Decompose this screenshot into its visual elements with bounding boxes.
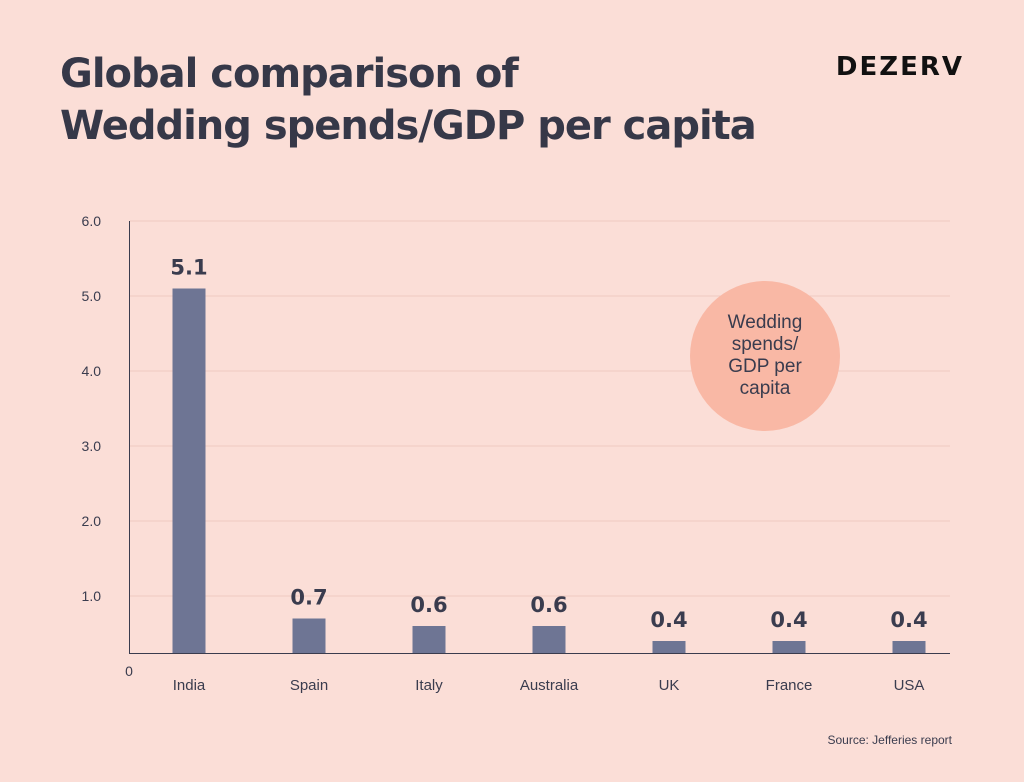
- bar-spain: [292, 618, 326, 653]
- bar-italy: [412, 626, 446, 653]
- data-label: 0.4: [890, 608, 927, 632]
- y-tick-label: 4.0: [82, 363, 102, 379]
- y-origin-label: 0: [125, 663, 133, 679]
- y-tick-label: 1.0: [82, 588, 102, 604]
- data-labels: 5.1 0.7 0.6 0.6 0.4 0.4 0.4: [170, 256, 927, 633]
- bar-usa: [892, 641, 926, 653]
- data-label: 0.6: [530, 593, 567, 617]
- data-label: 0.4: [650, 608, 687, 632]
- chart-title-line-1: Global comparison of: [60, 51, 519, 97]
- y-tick-label: 5.0: [82, 288, 102, 304]
- x-tick-label: Italy: [415, 677, 443, 694]
- bar-france: [772, 641, 806, 653]
- gridlines: [130, 220, 950, 597]
- y-tick-label: 2.0: [82, 513, 102, 529]
- x-tick-label: France: [766, 677, 813, 694]
- data-label: 0.7: [290, 586, 327, 610]
- x-tick-label: Spain: [290, 677, 328, 694]
- bar-uk: [652, 641, 686, 653]
- bar-india: [172, 288, 206, 653]
- y-tick-label: 6.0: [82, 213, 102, 229]
- bar-australia: [532, 626, 566, 653]
- x-tick-label: Australia: [520, 677, 579, 694]
- legend-series-label: Wedding spends/ GDP per capita: [727, 312, 803, 399]
- y-tick-label: 3.0: [82, 438, 102, 454]
- legend-series: Wedding spends/ GDP per capita: [690, 281, 840, 431]
- data-label: 5.1: [170, 256, 207, 280]
- data-label: 0.4: [770, 608, 807, 632]
- source-note: Source: Jefferies report: [827, 733, 952, 747]
- chart-title: Global comparison of Wedding spends/GDP …: [60, 48, 757, 152]
- chart-title-line-2: Wedding spends/GDP per capita: [60, 103, 757, 149]
- bars: [172, 288, 926, 653]
- axes: [129, 221, 950, 654]
- y-tick-labels: 6.0 5.0 4.0 3.0 2.0 1.0 0: [82, 213, 134, 679]
- x-tick-label: USA: [894, 677, 925, 694]
- data-label: 0.6: [410, 593, 447, 617]
- brand-logo: DEZERV: [835, 52, 964, 82]
- x-tick-labels: India Spain Italy Australia UK France USA: [173, 677, 925, 694]
- x-tick-label: India: [173, 677, 206, 694]
- x-tick-label: UK: [659, 677, 680, 694]
